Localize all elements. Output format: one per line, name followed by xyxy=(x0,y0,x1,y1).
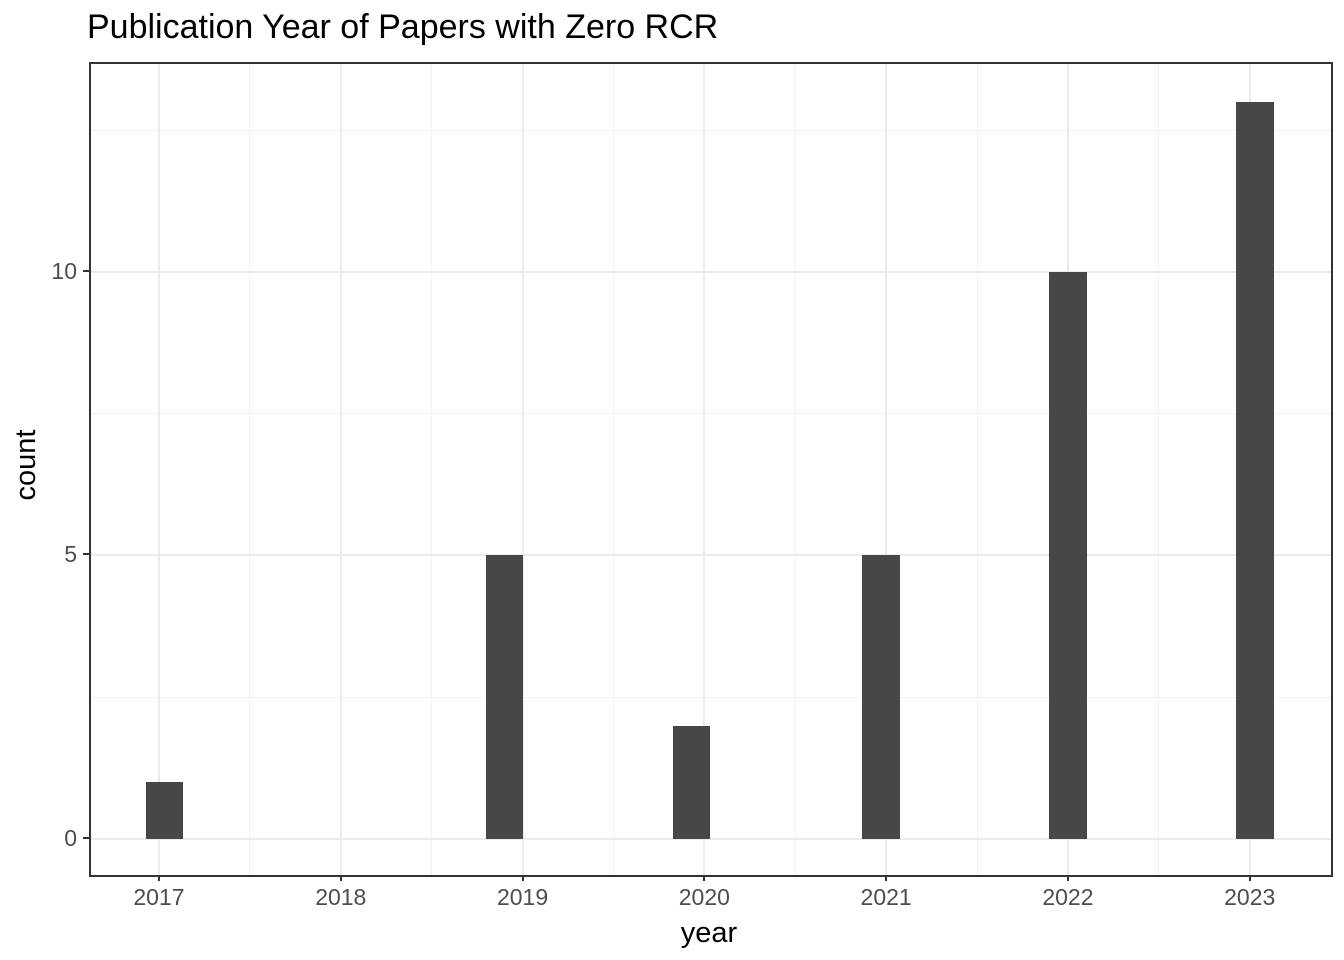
y-gridline-major xyxy=(91,554,1331,557)
bar xyxy=(1236,101,1274,839)
y-gridline-major xyxy=(91,270,1331,273)
chart-title: Publication Year of Papers with Zero RCR xyxy=(87,8,719,46)
y-tick xyxy=(83,836,89,839)
x-tick-label: 2019 xyxy=(496,884,549,910)
x-tick-label: 2023 xyxy=(1224,884,1276,910)
bar xyxy=(672,725,711,839)
x-tick xyxy=(157,875,160,881)
x-tick-label: 2021 xyxy=(860,884,912,910)
y-gridline-minor xyxy=(91,413,1331,415)
x-tick-label: 2017 xyxy=(133,884,185,910)
x-gridline-minor xyxy=(1158,64,1160,875)
x-axis-title: year xyxy=(680,917,738,949)
y-tick-label: 0 xyxy=(64,824,77,851)
x-tick xyxy=(521,875,524,881)
y-gridline-minor xyxy=(91,129,1331,131)
plot-panel xyxy=(89,62,1333,877)
x-gridline-minor xyxy=(794,64,796,875)
x-tick-label: 2020 xyxy=(678,884,730,910)
x-tick xyxy=(885,875,888,881)
x-gridline-major xyxy=(703,64,706,875)
x-gridline-major xyxy=(521,64,524,875)
bar xyxy=(861,555,900,839)
y-tick-label: 5 xyxy=(64,541,77,568)
x-gridline-minor xyxy=(431,64,433,875)
x-gridline-minor xyxy=(976,64,978,875)
x-tick xyxy=(339,875,342,881)
bar xyxy=(145,782,184,839)
y-gridline-minor xyxy=(91,696,1331,698)
y-axis-title: count xyxy=(10,429,42,501)
x-gridline-major xyxy=(157,64,160,875)
x-tick-label: 2018 xyxy=(315,884,367,910)
x-gridline-major xyxy=(885,64,888,875)
x-gridline-major xyxy=(339,64,342,875)
x-gridline-minor xyxy=(612,64,614,875)
y-tick xyxy=(83,269,89,272)
x-tick xyxy=(1248,875,1251,881)
bar xyxy=(1049,271,1087,839)
y-gridline-major xyxy=(91,837,1331,840)
y-tick-label: 10 xyxy=(51,257,77,284)
plot-area xyxy=(91,64,1331,875)
x-tick xyxy=(703,875,706,881)
bar xyxy=(485,555,524,839)
x-tick xyxy=(1066,875,1069,881)
x-gridline-minor xyxy=(249,64,251,875)
y-tick xyxy=(83,553,89,556)
x-tick-label: 2022 xyxy=(1042,884,1094,910)
